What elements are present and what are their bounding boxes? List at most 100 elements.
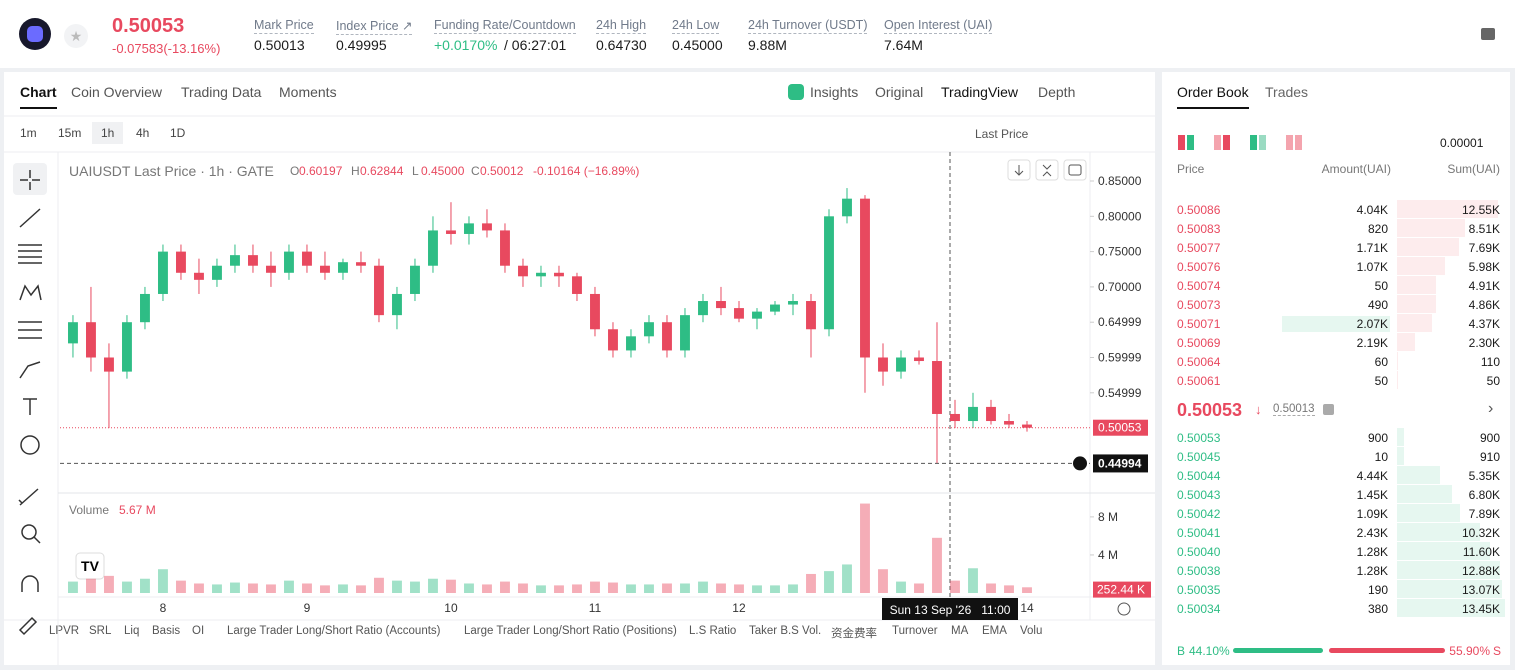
interval[interactable]: 1D <box>170 126 186 140</box>
ob-amount: 2.19K <box>1356 336 1388 350</box>
candle-body <box>266 265 276 273</box>
candle-body <box>464 223 474 234</box>
add-alert <box>1073 456 1087 471</box>
mid-arrow: ↓ <box>1255 402 1262 417</box>
ob-sum: 900 <box>1479 431 1500 445</box>
chart: TV 0.85000 0.80000 0.75000 0.70000 0.64999 0.… <box>4 115 1155 665</box>
ob-sum: 110 <box>1480 355 1500 369</box>
mid-mark: 0.50013 <box>1273 403 1315 416</box>
indicator[interactable]: Basis <box>152 625 181 637</box>
interval[interactable]: 1h <box>92 122 124 144</box>
indicator[interactable]: Turnover <box>892 625 938 637</box>
ob-layout[interactable] <box>1178 135 1185 150</box>
indicator[interactable]: SRL <box>89 625 112 637</box>
indicator[interactable]: Liq <box>124 625 140 637</box>
candle-body <box>680 315 690 351</box>
volume-bar <box>590 581 600 593</box>
tv-logo-text: TV <box>81 558 100 574</box>
chart-controls[interactable] <box>1007 159 1087 181</box>
indicator[interactable]: Volu <box>1020 625 1043 637</box>
last-price: 0.50053 <box>112 15 185 37</box>
volume-bar <box>698 581 708 593</box>
indicator[interactable]: LPVR <box>49 625 80 637</box>
interval[interactable]: 1m <box>20 126 37 140</box>
view-tab[interactable]: Insights <box>810 84 859 100</box>
ob-layout <box>1187 135 1194 150</box>
depth-bar <box>1397 580 1502 598</box>
ohlc-value: 0.62844 <box>360 164 404 178</box>
indicator[interactable]: 资金费率 <box>831 628 877 640</box>
ob-tab[interactable]: Order Book <box>1177 84 1249 109</box>
sell-letter: S <box>1492 644 1501 658</box>
candle-body <box>140 293 150 323</box>
tab[interactable]: Moments <box>279 84 337 100</box>
ob-amount: 50 <box>1374 279 1388 293</box>
interval[interactable]: 15m <box>58 126 82 140</box>
indicator[interactable]: Large Trader Long/Short Ratio (Accounts) <box>227 625 441 637</box>
candle-body <box>716 301 726 309</box>
stat-label: 24h Turnover (USDT) <box>748 18 868 34</box>
candle-body <box>554 272 564 277</box>
expand[interactable]: › <box>1488 400 1494 417</box>
candle-body <box>176 251 186 273</box>
tv-logo <box>75 552 105 580</box>
volume-bar <box>284 580 294 593</box>
candle-body <box>338 262 348 273</box>
ohlc-value: 0.45000 <box>421 164 465 178</box>
book-icon[interactable] <box>1481 28 1495 40</box>
ob-layout[interactable] <box>1214 135 1221 150</box>
ob-layout[interactable] <box>1250 135 1257 150</box>
settings-icon[interactable] <box>1117 602 1131 616</box>
volume-value: 5.67 M <box>119 503 156 517</box>
indicator[interactable]: L.S Ratio <box>689 625 737 637</box>
indicator[interactable]: Large Trader Long/Short Ratio (Positions… <box>464 625 677 637</box>
ob-tab[interactable]: Trades <box>1265 84 1309 100</box>
volume-bar <box>626 584 636 593</box>
ob-sum: 12.88K <box>1461 564 1500 578</box>
volume-bar <box>770 585 780 593</box>
indicator[interactable]: OI <box>192 625 205 637</box>
v-tick-label: 8 M <box>1098 510 1118 524</box>
candle-body <box>968 406 978 422</box>
candle-body <box>500 230 510 266</box>
volume-bar <box>716 583 726 593</box>
ob-amount: 820 <box>1367 222 1388 236</box>
logo-mark <box>27 26 43 42</box>
candle-body <box>1004 421 1014 425</box>
ob-layout[interactable] <box>1286 135 1293 150</box>
stat-value: 9.88M <box>748 37 787 53</box>
tab[interactable]: Trading Data <box>181 84 262 100</box>
indicator[interactable]: EMA <box>982 625 1007 637</box>
ob-precision[interactable]: 0.00001 <box>1440 136 1484 150</box>
indicator[interactable]: MA <box>951 625 969 637</box>
volume-bar <box>482 584 492 593</box>
indicator[interactable]: Taker B.S Vol. <box>749 625 822 637</box>
view-tab[interactable]: Depth <box>1038 84 1076 100</box>
ob-amount: 1.71K <box>1356 241 1388 255</box>
ob-sum: 13.45K <box>1461 602 1500 616</box>
tab[interactable]: Coin Overview <box>71 84 163 100</box>
volume-bar <box>806 573 816 593</box>
volume-tag <box>1093 581 1151 598</box>
volume-bar <box>842 564 852 593</box>
ob-price: 0.50076 <box>1177 260 1221 274</box>
view-tab[interactable]: TradingView <box>941 84 1019 100</box>
chart-title: UAIUSDT Last Price · 1h · GATE <box>69 163 274 179</box>
favorite[interactable]: ★ <box>64 24 88 48</box>
ob-amount: 4.04K <box>1356 203 1388 217</box>
ob-column: Sum(UAI) <box>1447 162 1500 176</box>
stat-value: 0.49995 <box>336 37 387 53</box>
ob-sum: 13.07K <box>1461 583 1500 597</box>
interval[interactable]: 4h <box>136 126 150 140</box>
price-type[interactable]: Last Price <box>975 127 1029 141</box>
depth-bar <box>1397 599 1505 617</box>
view-tab[interactable]: Original <box>875 84 924 100</box>
ob-column: Price <box>1177 162 1205 176</box>
drawing-tools[interactable] <box>13 163 47 636</box>
ob-price: 0.50069 <box>1177 336 1221 350</box>
tab[interactable]: Chart <box>20 84 57 109</box>
ob-price: 0.50061 <box>1177 374 1221 388</box>
volume-bar <box>932 537 942 593</box>
y-tick-label: 0.80000 <box>1098 209 1142 223</box>
volume-bar <box>518 583 528 593</box>
